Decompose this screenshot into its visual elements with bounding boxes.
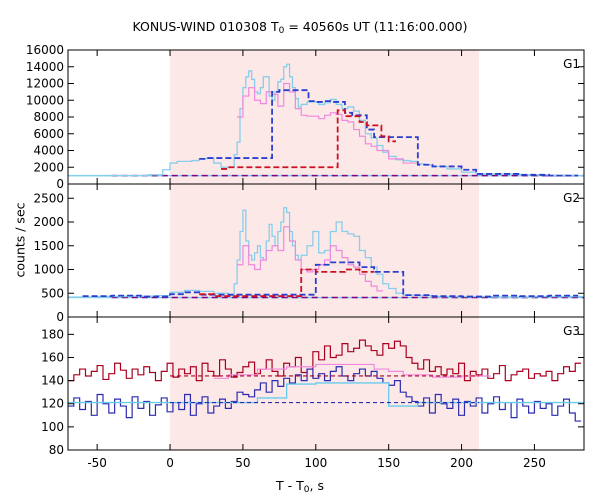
series-g1-1: [237, 82, 418, 164]
y-tick-label: 14000: [26, 60, 64, 74]
x-tick-label: 0: [166, 456, 174, 470]
panel-label-g3: G3: [563, 324, 580, 338]
series-g2-0: [68, 207, 584, 298]
series-g3-3: [213, 363, 491, 379]
x-tick-label: 100: [304, 456, 327, 470]
series-g2-1: [237, 226, 383, 292]
y-tick-label: 2500: [33, 191, 64, 205]
y-tick-label: 140: [41, 374, 64, 388]
y-tick-label: 180: [41, 327, 64, 341]
series-g1-3: [221, 109, 396, 170]
panel-g1-plot-area: [68, 50, 584, 184]
panel-label-g2: G2: [563, 191, 580, 205]
series-g1-2: [199, 89, 579, 177]
y-tick-label: 0: [56, 310, 64, 324]
x-tick-label: 150: [377, 456, 400, 470]
x-tick-label: 200: [450, 456, 473, 470]
y-axis-label: counts / sec: [12, 202, 28, 278]
x-tick-label: 50: [235, 456, 250, 470]
y-tick-label: 120: [41, 397, 64, 411]
series-g3-1: [68, 366, 582, 422]
y-tick-label: 0: [56, 177, 64, 191]
y-tick-label: 1500: [33, 239, 64, 253]
y-tick-label: 6000: [33, 127, 64, 141]
y-tick-label: 10000: [26, 93, 64, 107]
y-tick-label: 80: [49, 443, 64, 457]
y-tick-label: 100: [41, 420, 64, 434]
y-tick-label: 2000: [33, 160, 64, 174]
y-tick-label: 160: [41, 350, 64, 364]
panel-g3-plot-area: [68, 317, 584, 450]
series-g3-0: [68, 339, 582, 382]
series-g2-2: [82, 261, 579, 298]
chart-title: KONUS-WIND 010308 T0 = 40560s UT (11:16:…: [132, 19, 468, 36]
y-tick-label: 8000: [33, 110, 64, 124]
x-tick-label: -50: [87, 456, 107, 470]
x-axis-label: T - T0, s: [276, 478, 324, 495]
y-tick-label: 12000: [26, 77, 64, 91]
panel-label-g1: G1: [563, 57, 580, 71]
panel-g2-plot-area: [68, 184, 584, 317]
panel-g3-frame: [67, 316, 585, 451]
y-tick-label: 16000: [26, 43, 64, 57]
series-g1-0: [68, 63, 584, 177]
y-tick-label: 4000: [33, 144, 64, 158]
y-tick-label: 2000: [33, 215, 64, 229]
x-tick-label: 250: [523, 456, 546, 470]
y-tick-label: 500: [41, 286, 64, 300]
y-tick-label: 1000: [33, 263, 64, 277]
series-g2-3: [199, 268, 375, 297]
